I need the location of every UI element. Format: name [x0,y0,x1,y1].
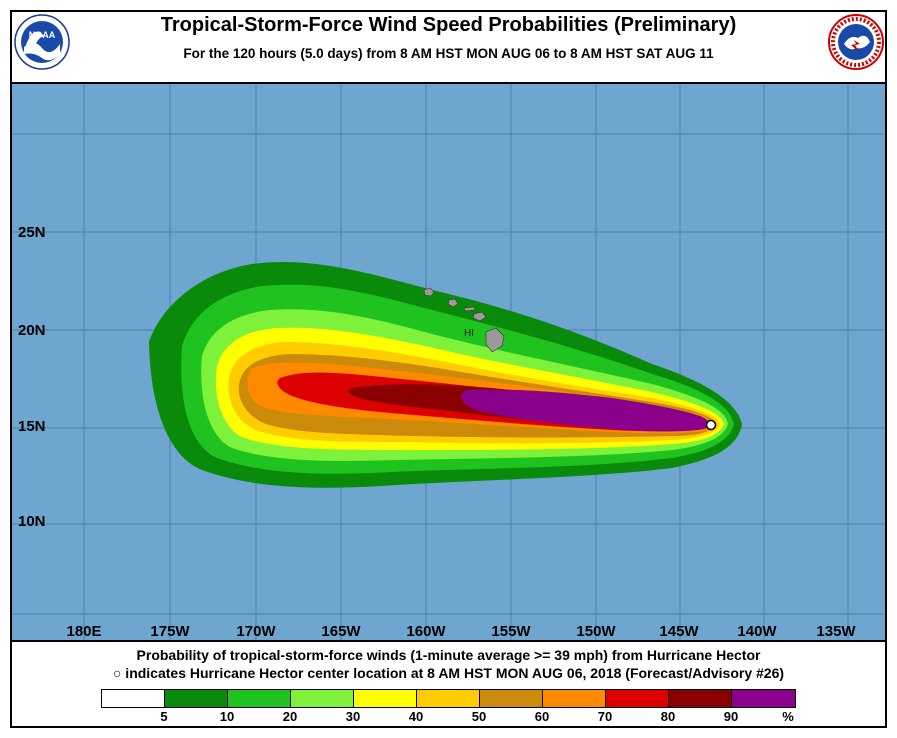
legend-label: 10 [219,709,235,724]
lon-label-145w: 145W [659,623,699,640]
lon-label-150w: 150W [576,623,616,640]
legend-label: 70 [597,709,613,724]
island-oahu [447,298,459,308]
legend-label: 20 [282,709,298,724]
legend-label: 60 [534,709,550,724]
page-title: Tropical-Storm-Force Wind Speed Probabil… [160,14,737,36]
hawaii-label: HI [464,328,474,339]
caption-center-location: ○ indicates Hurricane Hector center loca… [112,665,785,681]
lon-label-180e: 180E [66,623,102,640]
noaa-logo: NOAA [14,14,70,70]
legend-label: 30 [345,709,361,724]
probability-contours [149,262,742,488]
legend-swatch [354,690,417,707]
lat-label-20n: 20N [18,322,46,339]
island-molokai [463,306,476,312]
lon-label-155w: 155W [491,623,531,640]
caption-probability: Probability of tropical-storm-force wind… [136,647,761,663]
lat-label-15n: 15N [18,418,46,435]
island-hawaii [485,327,505,353]
noaa-logo-text: NOAA [29,30,56,40]
contour-90-plus [461,389,709,432]
probability-legend [101,689,796,708]
legend-swatch [669,690,732,707]
hawaiian-islands: HI [423,287,505,353]
legend-swatch [102,690,165,707]
legend-label: 50 [471,709,487,724]
legend-label: 90 [723,709,739,724]
legend-label: 80 [660,709,676,724]
lon-label-170w: 170W [236,623,276,640]
lat-label-25n: 25N [18,224,46,241]
legend-swatch [606,690,669,707]
legend-label: % [782,709,794,724]
island-maui [472,311,487,322]
legend-swatch [291,690,354,707]
lat-label-10n: 10N [18,513,46,530]
probability-map: HI [12,82,885,642]
lon-label-175w: 175W [150,623,190,640]
legend-swatch [480,690,543,707]
legend-label: 5 [160,709,168,724]
legend-swatch [417,690,480,707]
legend-swatch [543,690,606,707]
legend-swatch [228,690,291,707]
island-kauai [423,287,435,297]
lon-label-165w: 165W [321,623,361,640]
map-canvas: HI [12,84,885,640]
nws-logo [828,14,884,70]
lon-label-160w: 160W [406,623,446,640]
hurricane-center-marker [705,419,717,431]
page-subtitle: For the 120 hours (5.0 days) from 8 AM H… [183,46,714,61]
legend-label: 40 [408,709,424,724]
lon-label-140w: 140W [737,623,777,640]
legend-swatch [165,690,228,707]
lon-label-135w: 135W [816,623,856,640]
legend-swatch [732,690,795,707]
